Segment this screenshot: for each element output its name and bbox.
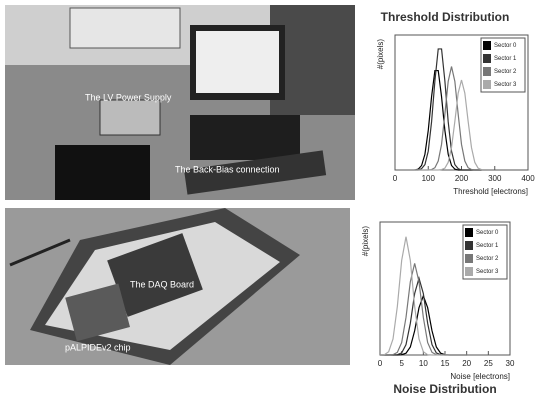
series-line (379, 236, 467, 356)
y-axis-label: #(pixels) (376, 39, 385, 70)
legend-label: Sector 3 (494, 82, 517, 88)
photo-setup: The LV Power Supply The Back-Bias connec… (5, 5, 355, 200)
x-tick-label: 0 (378, 359, 383, 368)
photo-label: The LV Power Supply (85, 92, 172, 102)
x-tick-label: 30 (506, 359, 515, 368)
x-tick-label: 100 (422, 174, 436, 183)
legend-label: Sector 0 (494, 43, 517, 49)
x-tick-label: 5 (399, 359, 404, 368)
chip-carrier (65, 283, 130, 342)
monitor-screen (196, 31, 279, 93)
series-line (380, 263, 467, 356)
legend-swatch (483, 67, 491, 76)
series-line (414, 79, 482, 171)
probe (9, 238, 71, 267)
y-axis-label: #(pixels) (361, 226, 370, 257)
keyboard (184, 150, 327, 195)
daq-board (107, 233, 203, 317)
legend-label: Sector 2 (476, 256, 499, 262)
chart-title: Noise Distribution (393, 382, 496, 396)
series-line (414, 48, 482, 171)
photo-board: The DAQ Board pALPIDEv2 chip (5, 208, 350, 365)
chart-title: Threshold Distribution (381, 10, 510, 24)
x-tick-label: 300 (488, 174, 502, 183)
computer (190, 115, 300, 160)
x-axis-label: Noise [electrons] (450, 372, 510, 381)
x-tick-label: 200 (455, 174, 469, 183)
power-supply (99, 99, 161, 136)
legend-swatch (483, 41, 491, 50)
legend-label: Sector 3 (476, 269, 499, 275)
photo-label: The Back-Bias connection (175, 164, 280, 174)
x-axis-label: Threshold [electrons] (453, 187, 528, 196)
legend-label: Sector 0 (476, 230, 499, 236)
legend-swatch (483, 80, 491, 89)
series-line (380, 294, 467, 356)
legend-swatch (465, 241, 473, 250)
bias-box (55, 145, 150, 200)
x-tick-label: 15 (441, 359, 450, 368)
legend-swatch (465, 228, 473, 237)
x-tick-label: 400 (521, 174, 535, 183)
legend-label: Sector 1 (494, 56, 517, 62)
x-tick-label: 0 (393, 174, 398, 183)
legend-label: Sector 1 (476, 243, 499, 249)
photo-label: pALPIDEv2 chip (65, 342, 131, 352)
x-tick-label: 10 (419, 359, 428, 368)
x-tick-label: 25 (484, 359, 493, 368)
legend-swatch (465, 254, 473, 263)
x-tick-label: 20 (462, 359, 471, 368)
photo-label: The DAQ Board (130, 279, 194, 289)
legend-swatch (465, 267, 473, 276)
legend-label: Sector 2 (494, 69, 517, 75)
chart: Threshold Distribution Threshold [electro… (376, 10, 535, 196)
poster (69, 7, 181, 49)
legend-swatch (483, 54, 491, 63)
